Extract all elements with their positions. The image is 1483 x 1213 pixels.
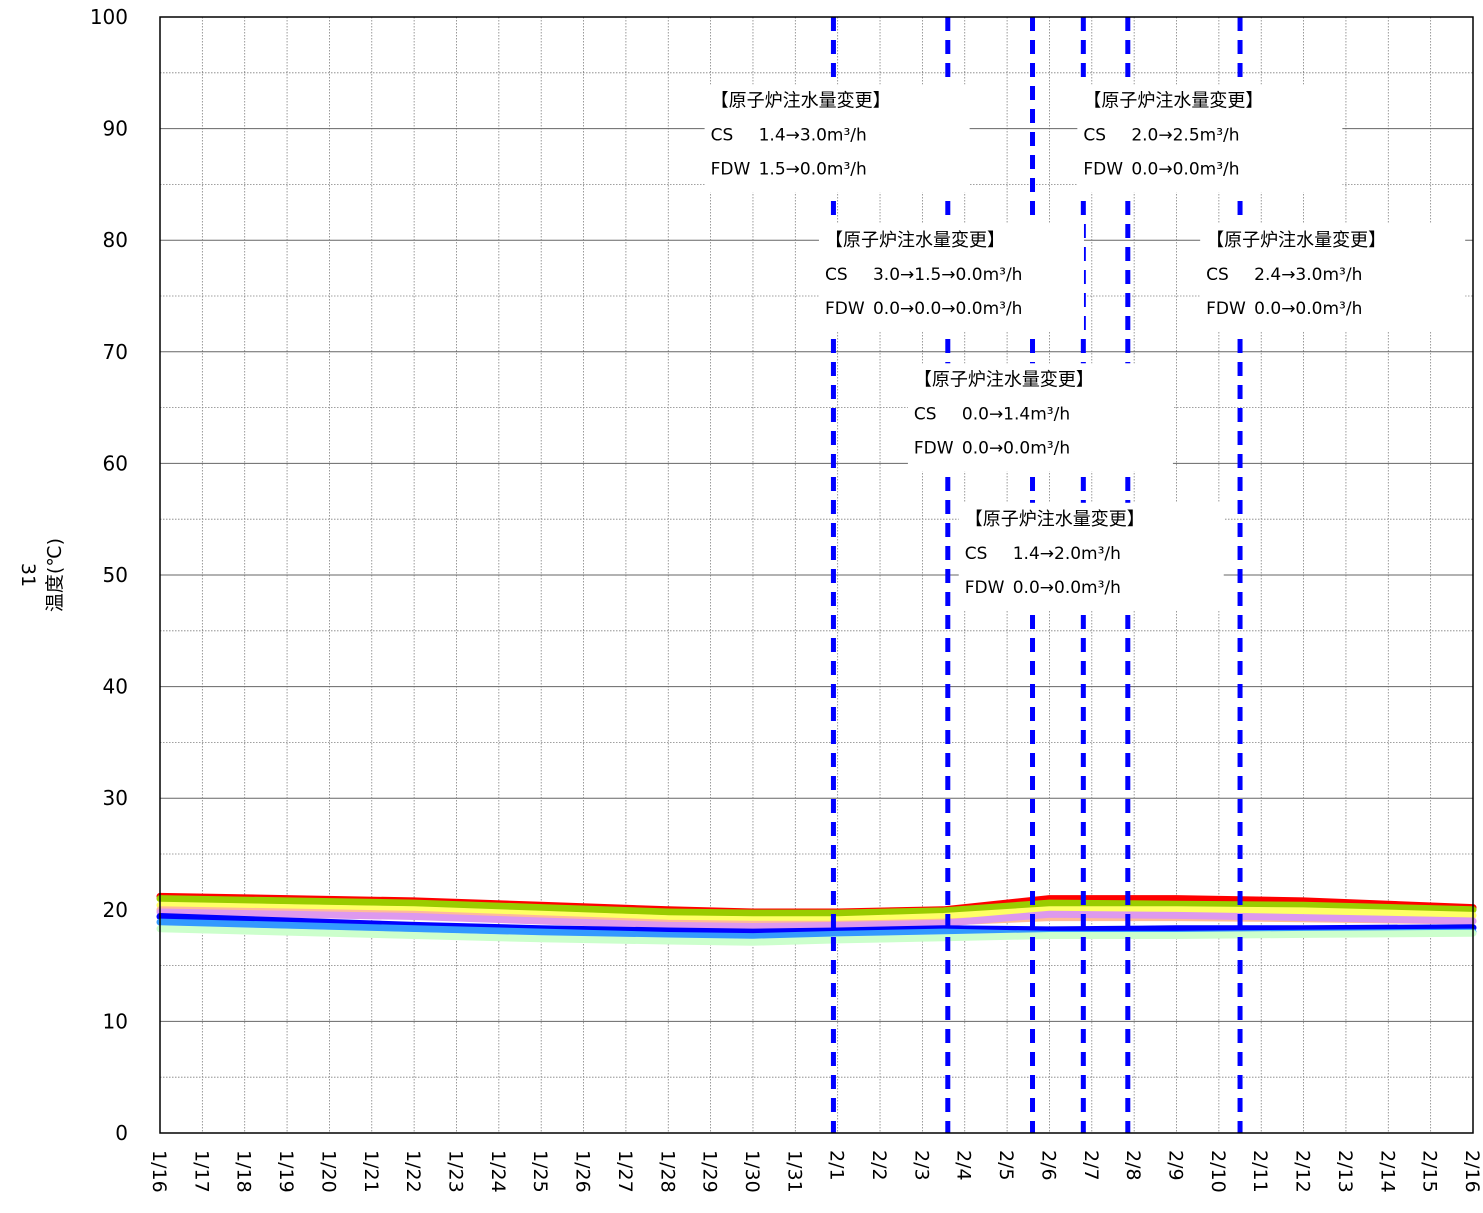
annotation-a4: 【原子炉注水量変更】 CS 2.4→3.0m³/h FDW 0.0→0.0m³/h <box>1200 223 1466 332</box>
x-tick-label: 1/26 <box>572 1150 594 1193</box>
y-tick-labels: 0 10 20 30 40 50 60 70 80 90 100 <box>90 5 128 1145</box>
series-line-8 <box>156 925 1477 946</box>
annotation-a3: 【原子炉注水量変更】 CS 3.0→1.5→0.0m³/h FDW 0.0→0.0→0.… <box>818 223 1084 332</box>
x-tick-label: 2/3 <box>910 1150 932 1181</box>
annotation-fdw-value: 0.0→0.0m³/h <box>1013 578 1121 598</box>
annotation-a1: 【原子炉注水量変更】 CS 1.4→3.0m³/h FDW 1.5→0.0m³/h <box>704 84 970 193</box>
y-tick-label: 40 <box>103 675 128 699</box>
annotation-heading: 【原子炉注水量変更】 <box>1206 230 1386 251</box>
x-tick-label: 1/20 <box>317 1150 339 1193</box>
series-line-2 <box>156 895 1477 917</box>
annotation-cs-label: CS <box>825 265 848 285</box>
x-tick-label: 1/18 <box>233 1150 255 1193</box>
annotation-fdw-label: FDW <box>965 578 1005 598</box>
annotation-a2: 【原子炉注水量変更】 CS 2.0→2.5m³/h FDW 0.0→0.0m³/h <box>1077 84 1343 193</box>
annotation-fdw-label: FDW <box>914 438 954 458</box>
annotation-cs-value: 1.4→3.0m³/h <box>759 125 867 145</box>
annotation-heading: 【原子炉注水量変更】 <box>1083 90 1263 111</box>
x-tick-label: 2/12 <box>1292 1150 1314 1193</box>
annotation-box <box>818 223 1084 332</box>
x-tick-label: 2/10 <box>1207 1150 1229 1193</box>
y-tick-label: 90 <box>103 117 128 141</box>
y-tick-label: 0 <box>115 1121 128 1145</box>
x-tick-label: 2/1 <box>826 1150 848 1181</box>
annotation-fdw-label: FDW <box>1206 299 1246 319</box>
x-tick-label: 2/11 <box>1249 1150 1271 1193</box>
annotation-cs-label: CS <box>1206 265 1229 285</box>
annotation-a5: 【原子炉注水量変更】 CS 0.0→1.4m³/h FDW 0.0→0.0m³/h <box>907 363 1173 472</box>
x-tick-label: 2/16 <box>1461 1150 1483 1193</box>
annotation-fdw-value: 1.5→0.0m³/h <box>759 159 867 179</box>
x-tick-label: 2/13 <box>1334 1150 1356 1193</box>
x-tick-label: 1/23 <box>444 1150 466 1193</box>
x-tick-label: 1/29 <box>699 1150 721 1193</box>
x-tick-label: 1/16 <box>148 1150 170 1193</box>
annotation-fdw-label: FDW <box>1083 159 1123 179</box>
x-tick-label: 2/15 <box>1419 1150 1441 1193</box>
x-tick-label: 1/21 <box>360 1150 382 1193</box>
x-tick-label: 2/8 <box>1122 1150 1144 1181</box>
annotation-box <box>1200 223 1466 332</box>
annotation-box <box>907 363 1173 472</box>
annotation-heading: 【原子炉注水量変更】 <box>825 230 1005 251</box>
annotation-cs-value: 1.4→2.0m³/h <box>1013 544 1121 564</box>
x-tick-label: 2/9 <box>1165 1150 1187 1181</box>
annotation-fdw-label: FDW <box>711 159 751 179</box>
annotation-cs-label: CS <box>711 125 734 145</box>
plot-frame <box>159 16 1474 1134</box>
series-line-3 <box>156 901 1477 924</box>
y-tick-label: 50 <box>103 563 128 587</box>
annotation-a6: 【原子炉注水量変更】 CS 1.4→2.0m³/h FDW 0.0→0.0m³/h <box>958 502 1224 611</box>
annotation-fdw-value: 0.0→0.0m³/h <box>962 438 1070 458</box>
annotation-box <box>704 84 970 193</box>
annotation-heading: 【原子炉注水量変更】 <box>965 509 1145 530</box>
x-tick-label: 1/24 <box>487 1150 509 1193</box>
annotation-cs-value: 2.4→3.0m³/h <box>1254 265 1362 285</box>
x-tick-label: 1/27 <box>614 1150 636 1193</box>
annotation-heading: 【原子炉注水量変更】 <box>914 369 1094 390</box>
x-tick-label: 1/19 <box>275 1150 297 1193</box>
x-tick-label: 2/14 <box>1376 1150 1398 1193</box>
y-axis-title: 温度(℃) <box>44 538 66 612</box>
annotation-cs-value: 2.0→2.5m³/h <box>1131 125 1239 145</box>
x-tick-label: 2/7 <box>1080 1150 1102 1181</box>
annotation-fdw-label: FDW <box>825 299 865 319</box>
annotation-cs-label: CS <box>965 544 988 564</box>
x-tick-label: 2/5 <box>995 1150 1017 1181</box>
y-tick-label: 20 <box>103 898 128 922</box>
x-tick-label: 1/30 <box>741 1150 763 1193</box>
y-tick-label: 60 <box>103 451 128 475</box>
y-tick-label: 30 <box>103 786 128 810</box>
annotation-cs-value: 0.0→1.4m³/h <box>962 404 1070 424</box>
annotation-fdw-value: 0.0→0.0→0.0m³/h <box>873 299 1022 319</box>
annotation-cs-label: CS <box>914 404 937 424</box>
x-tick-label: 2/6 <box>1037 1150 1059 1181</box>
x-tick-label: 1/28 <box>656 1150 678 1193</box>
y-side-label: 31 <box>17 563 39 587</box>
annotation-fdw-value: 0.0→0.0m³/h <box>1254 299 1362 319</box>
annotation-box <box>1077 84 1343 193</box>
y-tick-label: 80 <box>103 228 128 252</box>
annotation-cs-label: CS <box>1083 125 1106 145</box>
x-tick-label: 2/2 <box>868 1150 890 1181</box>
x-tick-label: 2/4 <box>953 1150 975 1181</box>
series-line-6 <box>156 913 1477 936</box>
y-tick-label: 70 <box>103 340 128 364</box>
annotation-box <box>958 502 1224 611</box>
annotation-heading: 【原子炉注水量変更】 <box>711 90 891 111</box>
annotation-fdw-value: 0.0→0.0m³/h <box>1131 159 1239 179</box>
y-tick-label: 10 <box>103 1009 128 1033</box>
x-tick-labels: 1/16 1/17 1/18 1/19 1/20 1/21 1/22 1/23 1/24 1/25… <box>148 1150 1483 1193</box>
series-group <box>156 892 1477 946</box>
annotation-cs-value: 3.0→1.5→0.0m³/h <box>873 265 1022 285</box>
x-tick-label: 1/25 <box>529 1150 551 1193</box>
x-tick-label: 1/22 <box>402 1150 424 1193</box>
series-line-5 <box>156 908 1477 930</box>
x-tick-label: 1/17 <box>190 1150 212 1193</box>
y-tick-label: 100 <box>90 5 128 29</box>
x-tick-label: 1/31 <box>783 1150 805 1193</box>
